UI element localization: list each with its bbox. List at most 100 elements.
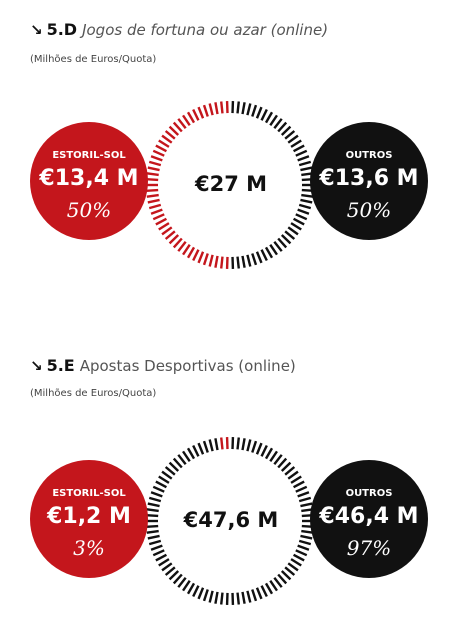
ring-tick-outros: [298, 539, 312, 546]
ring-tick-outros: [182, 450, 191, 462]
outros-circle: OUTROS €13,6 M 50%: [310, 122, 428, 240]
ring-tick-outros: [298, 203, 312, 210]
slice-value: €1,2 M: [47, 504, 131, 529]
ring-tick-outros: [255, 587, 263, 600]
ring-tick-estoril-sol: [197, 251, 205, 264]
ring-tick-estoril-sol: [158, 139, 170, 148]
ring-tick-outros: [295, 549, 308, 557]
ring-tick-estoril-sol: [158, 222, 170, 231]
ring-tick-estoril-sol: [146, 177, 159, 182]
ring-tick-outros: [297, 491, 310, 498]
ring-tick-outros: [260, 108, 268, 121]
ring-tick-estoril-sol: [161, 226, 173, 236]
slice-value: €13,4 M: [39, 166, 139, 191]
ring-tick-outros: [295, 149, 308, 157]
ring-tick-outros: [177, 576, 187, 588]
ring-tick-estoril-sol: [197, 106, 205, 119]
ring-tick-outros: [158, 475, 170, 484]
ring-tick-outros: [164, 566, 176, 576]
ring-tick-outros: [297, 155, 310, 162]
ring-tick-estoril-sol: [182, 114, 191, 126]
ring-tick-outros: [208, 590, 214, 603]
ring-tick-estoril-sol: [172, 237, 183, 249]
ring-tick-outros: [273, 118, 283, 130]
ring-tick-estoril-sol: [146, 188, 159, 193]
ring-tick-estoril-sol: [192, 108, 200, 121]
ring-tick-estoril-sol: [161, 134, 173, 144]
ring-tick-outros: [214, 591, 219, 604]
ring-tick-outros: [269, 114, 278, 126]
ring-tick-outros: [246, 254, 252, 267]
ring-tick-outros: [255, 106, 263, 119]
ring-tick-outros: [298, 160, 312, 167]
ring-tick-outros: [280, 125, 292, 136]
ring-tick-outros: [293, 480, 305, 489]
ring-tick-outros: [290, 558, 302, 567]
ring-tick-outros: [214, 438, 219, 451]
ring-tick-outros: [146, 508, 159, 513]
ring-tick-outros: [197, 442, 205, 455]
ring-tick-outros: [236, 592, 240, 605]
section-subtitle: (Milhões de Euros/Quota): [30, 54, 157, 65]
ring-tick-outros: [284, 466, 296, 476]
ring-tick-estoril-sol: [155, 144, 167, 153]
ring-tick-outros: [148, 539, 162, 546]
ring-tick-outros: [269, 450, 278, 462]
ring-tick-outros: [284, 566, 296, 576]
arrow-down-right-icon: ↘: [30, 21, 43, 39]
arrow-down-right-icon: ↘: [30, 357, 43, 375]
ring-tick-outros: [287, 226, 299, 236]
ring-tick-outros: [241, 438, 246, 451]
ring-tick-outros: [287, 562, 299, 572]
ring-tick-outros: [277, 237, 288, 249]
ring-tick-outros: [192, 444, 200, 457]
ring-tick-outros: [277, 457, 288, 469]
ring-tick-outros: [297, 208, 310, 215]
ring-tick-outros: [255, 251, 263, 264]
section-heading: ↘ 5.E Apostas Desportivas (online): [30, 356, 296, 375]
ring-tick-outros: [280, 234, 292, 245]
ring-tick-estoril-sol: [172, 121, 183, 133]
ring-tick-outros: [264, 447, 274, 460]
ring-tick-outros: [147, 534, 160, 540]
ring-tick-outros: [255, 442, 263, 455]
ring-tick-outros: [146, 524, 159, 529]
ring-tick-outros: [241, 255, 246, 268]
ring-tick-estoril-sol: [177, 118, 187, 130]
ring-tick-outros: [148, 496, 162, 503]
ring-tick-outros: [208, 439, 214, 452]
ring-tick-outros: [150, 491, 163, 498]
ring-tick-estoril-sol: [148, 160, 162, 167]
ring-tick-outros: [172, 573, 183, 585]
estoril-sol-circle: ESTORIL-SOL €1,2 M 3%: [30, 460, 148, 578]
ring-tick-estoril-sol: [202, 104, 209, 117]
ring-tick-outros: [273, 240, 283, 252]
ring-tick-estoril-sol: [208, 254, 214, 267]
slice-label: OUTROS: [345, 150, 393, 161]
ring-tick-outros: [158, 558, 170, 567]
ring-tick-outros: [298, 496, 312, 503]
ring-tick-outros: [295, 213, 308, 221]
ring-tick-outros: [236, 101, 240, 114]
section-5e: ↘ 5.E Apostas Desportivas (online) (Milhõe…: [0, 330, 462, 637]
ring-tick-outros: [287, 470, 299, 480]
ring-tick-outros: [290, 222, 302, 231]
ring-tick-outros: [241, 102, 246, 115]
ring-tick-outros: [297, 544, 310, 551]
ring-tick-outros: [150, 544, 163, 551]
ring-tick-outros: [280, 461, 292, 472]
ring-tick-estoril-sol: [220, 437, 224, 450]
ring-tick-outros: [168, 570, 180, 581]
ring-tick-estoril-sol: [164, 130, 176, 140]
ring-tick-outros: [155, 480, 167, 489]
ring-tick-outros: [241, 591, 246, 604]
ring-tick-outros: [277, 121, 288, 133]
ring-tick-outros: [260, 585, 268, 598]
ring-tick-outros: [236, 256, 240, 269]
section-heading: ↘ 5.D Jogos de fortuna ou azar (online): [30, 20, 328, 39]
ring-tick-outros: [287, 134, 299, 144]
ring-tick-outros: [284, 230, 296, 240]
ring-tick-outros: [260, 444, 268, 457]
ring-tick-outros: [295, 485, 308, 493]
ring-tick-estoril-sol: [148, 203, 162, 210]
